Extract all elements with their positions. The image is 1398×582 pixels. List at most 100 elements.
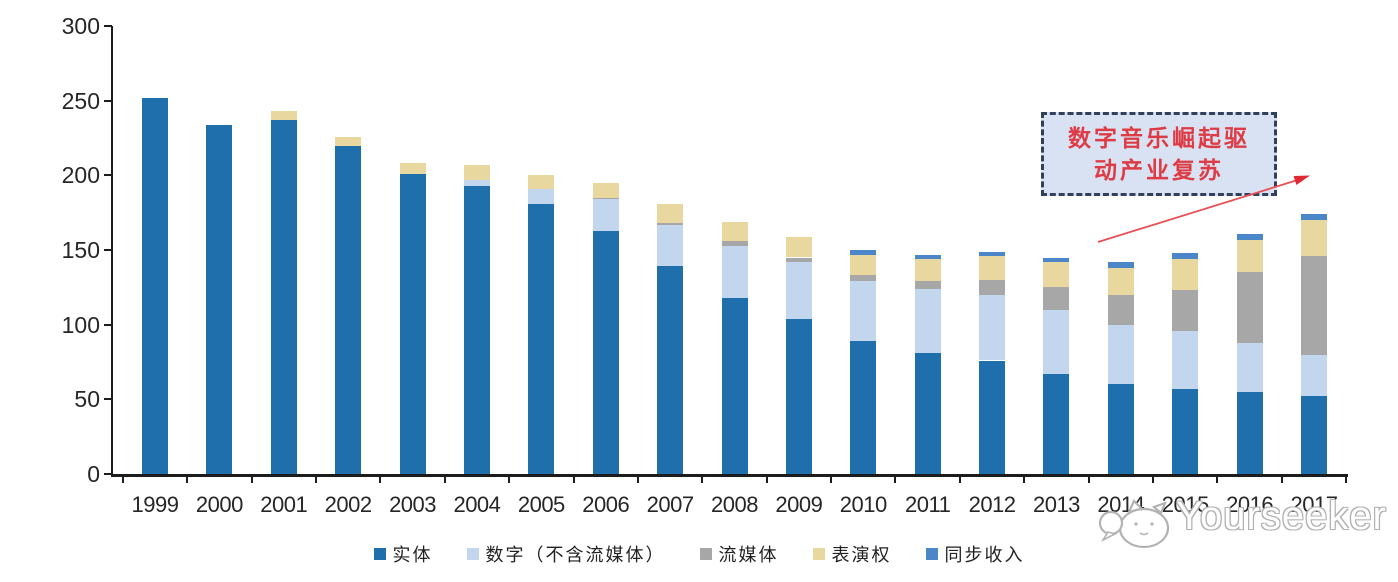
y-tick-mark	[104, 174, 112, 177]
x-tick-mark	[443, 474, 446, 483]
legend-swatch-icon	[373, 548, 386, 560]
watermark-text: Yourseeker	[1176, 494, 1387, 538]
watermark: Yourseeker	[1098, 492, 1398, 556]
bar-segment	[1172, 253, 1199, 259]
y-tick-mark	[104, 323, 112, 326]
bar-segment	[721, 241, 748, 246]
x-tick-mark	[1087, 474, 1090, 483]
bar-segment	[1043, 373, 1070, 474]
x-tick-mark	[1023, 474, 1026, 483]
x-tick-mark	[379, 474, 382, 483]
legend-label: 表演权	[831, 545, 892, 565]
bar-segment	[1107, 262, 1134, 268]
x-tick-mark	[701, 474, 704, 483]
legend-item: 实体	[373, 541, 433, 567]
bar-segment	[850, 281, 877, 342]
x-tick-label: 2004	[453, 492, 501, 517]
bar-segment	[1043, 262, 1070, 288]
legend-label: 流媒体	[718, 545, 779, 565]
bar-segment	[785, 318, 812, 474]
bar-segment	[1301, 396, 1328, 474]
y-tick-label: 100	[61, 311, 100, 338]
bar-segment	[1172, 290, 1199, 331]
bar-segment	[1236, 233, 1263, 240]
x-tick-mark	[121, 474, 124, 483]
x-tick-label: 2012	[968, 492, 1016, 517]
bar-segment	[979, 360, 1006, 474]
bar-segment	[1236, 391, 1263, 474]
bar-segment	[721, 221, 748, 241]
x-tick-label: 2003	[389, 492, 437, 517]
yourseeker-logo-icon	[1098, 499, 1170, 549]
annotation-box: 数字音乐崛起驱 动产业复苏	[1041, 112, 1277, 196]
x-tick-label: 2015	[1161, 492, 1209, 517]
annotation-text-line1: 数字音乐崛起驱	[1068, 125, 1250, 151]
x-tick-mark	[636, 474, 639, 483]
annotation-text-line2: 动产业复苏	[1094, 157, 1224, 183]
bar-segment	[1043, 287, 1070, 310]
x-tick-label: 2005	[517, 492, 565, 517]
bar-segment	[335, 136, 362, 146]
bar-segment	[721, 245, 748, 298]
bar-segment	[1301, 354, 1328, 397]
y-tick-label: 250	[61, 87, 100, 114]
bar-segment	[979, 294, 1006, 361]
x-tick-mark	[1216, 474, 1219, 483]
bar-segment	[785, 236, 812, 258]
y-tick-mark	[104, 398, 112, 401]
bar-segment	[657, 266, 684, 474]
x-tick-mark	[894, 474, 897, 483]
bar-segment	[657, 203, 684, 224]
legend-swatch-icon	[925, 548, 938, 560]
x-tick-label: 2013	[1032, 492, 1080, 517]
bar-segment	[1301, 256, 1328, 355]
x-tick-label: 2000	[195, 492, 243, 517]
y-tick-label: 0	[87, 461, 100, 487]
bar-segment	[528, 188, 555, 204]
y-tick-label: 300	[61, 13, 100, 39]
x-tick-label: 2001	[260, 492, 308, 517]
bar-segment	[1172, 388, 1199, 474]
x-tick-label: 2009	[775, 492, 823, 517]
bar-segment	[463, 164, 490, 180]
legend-label: 实体	[392, 545, 433, 565]
bar-segment	[1301, 220, 1328, 256]
legend-swatch-icon	[466, 548, 479, 560]
bar-segment	[721, 297, 748, 474]
bar-segment	[270, 120, 297, 474]
bar-segment	[399, 163, 426, 174]
bar-segment	[785, 257, 812, 262]
bar-segment	[1236, 239, 1263, 273]
bar-segment	[206, 124, 233, 474]
y-tick-mark	[104, 25, 112, 27]
bar-segment	[979, 251, 1006, 256]
bar-segment	[979, 279, 1006, 295]
bar-segment	[785, 262, 812, 319]
x-tick-mark	[958, 474, 961, 483]
bar-segment	[1172, 330, 1199, 389]
bar-segment	[1107, 324, 1134, 385]
legend-item: 数字（不含流媒体）	[466, 541, 666, 567]
x-tick-mark	[314, 474, 317, 483]
bar-segment	[1236, 272, 1263, 343]
x-tick-label: 2006	[582, 492, 630, 517]
bar-segment	[399, 173, 426, 474]
x-tick-mark	[1152, 474, 1155, 483]
legend-label: 同步收入	[944, 545, 1025, 565]
bar-segment	[1107, 294, 1134, 325]
x-tick-mark	[186, 474, 189, 483]
bar-segment	[1107, 267, 1134, 295]
bar-segment	[335, 145, 362, 474]
bar-segment	[979, 256, 1006, 280]
x-tick-mark	[830, 474, 833, 483]
legend-label: 数字（不含流媒体）	[485, 545, 666, 565]
bar-segment	[1301, 214, 1328, 221]
bar-segment	[142, 97, 168, 474]
x-tick-label: 1999	[131, 492, 179, 517]
x-tick-label: 2011	[905, 492, 951, 517]
bar-segment	[914, 281, 941, 289]
x-axis-line	[111, 474, 1348, 477]
legend-item: 同步收入	[925, 541, 1025, 567]
bar-segment	[914, 353, 941, 474]
legend-item: 流媒体	[699, 541, 779, 567]
